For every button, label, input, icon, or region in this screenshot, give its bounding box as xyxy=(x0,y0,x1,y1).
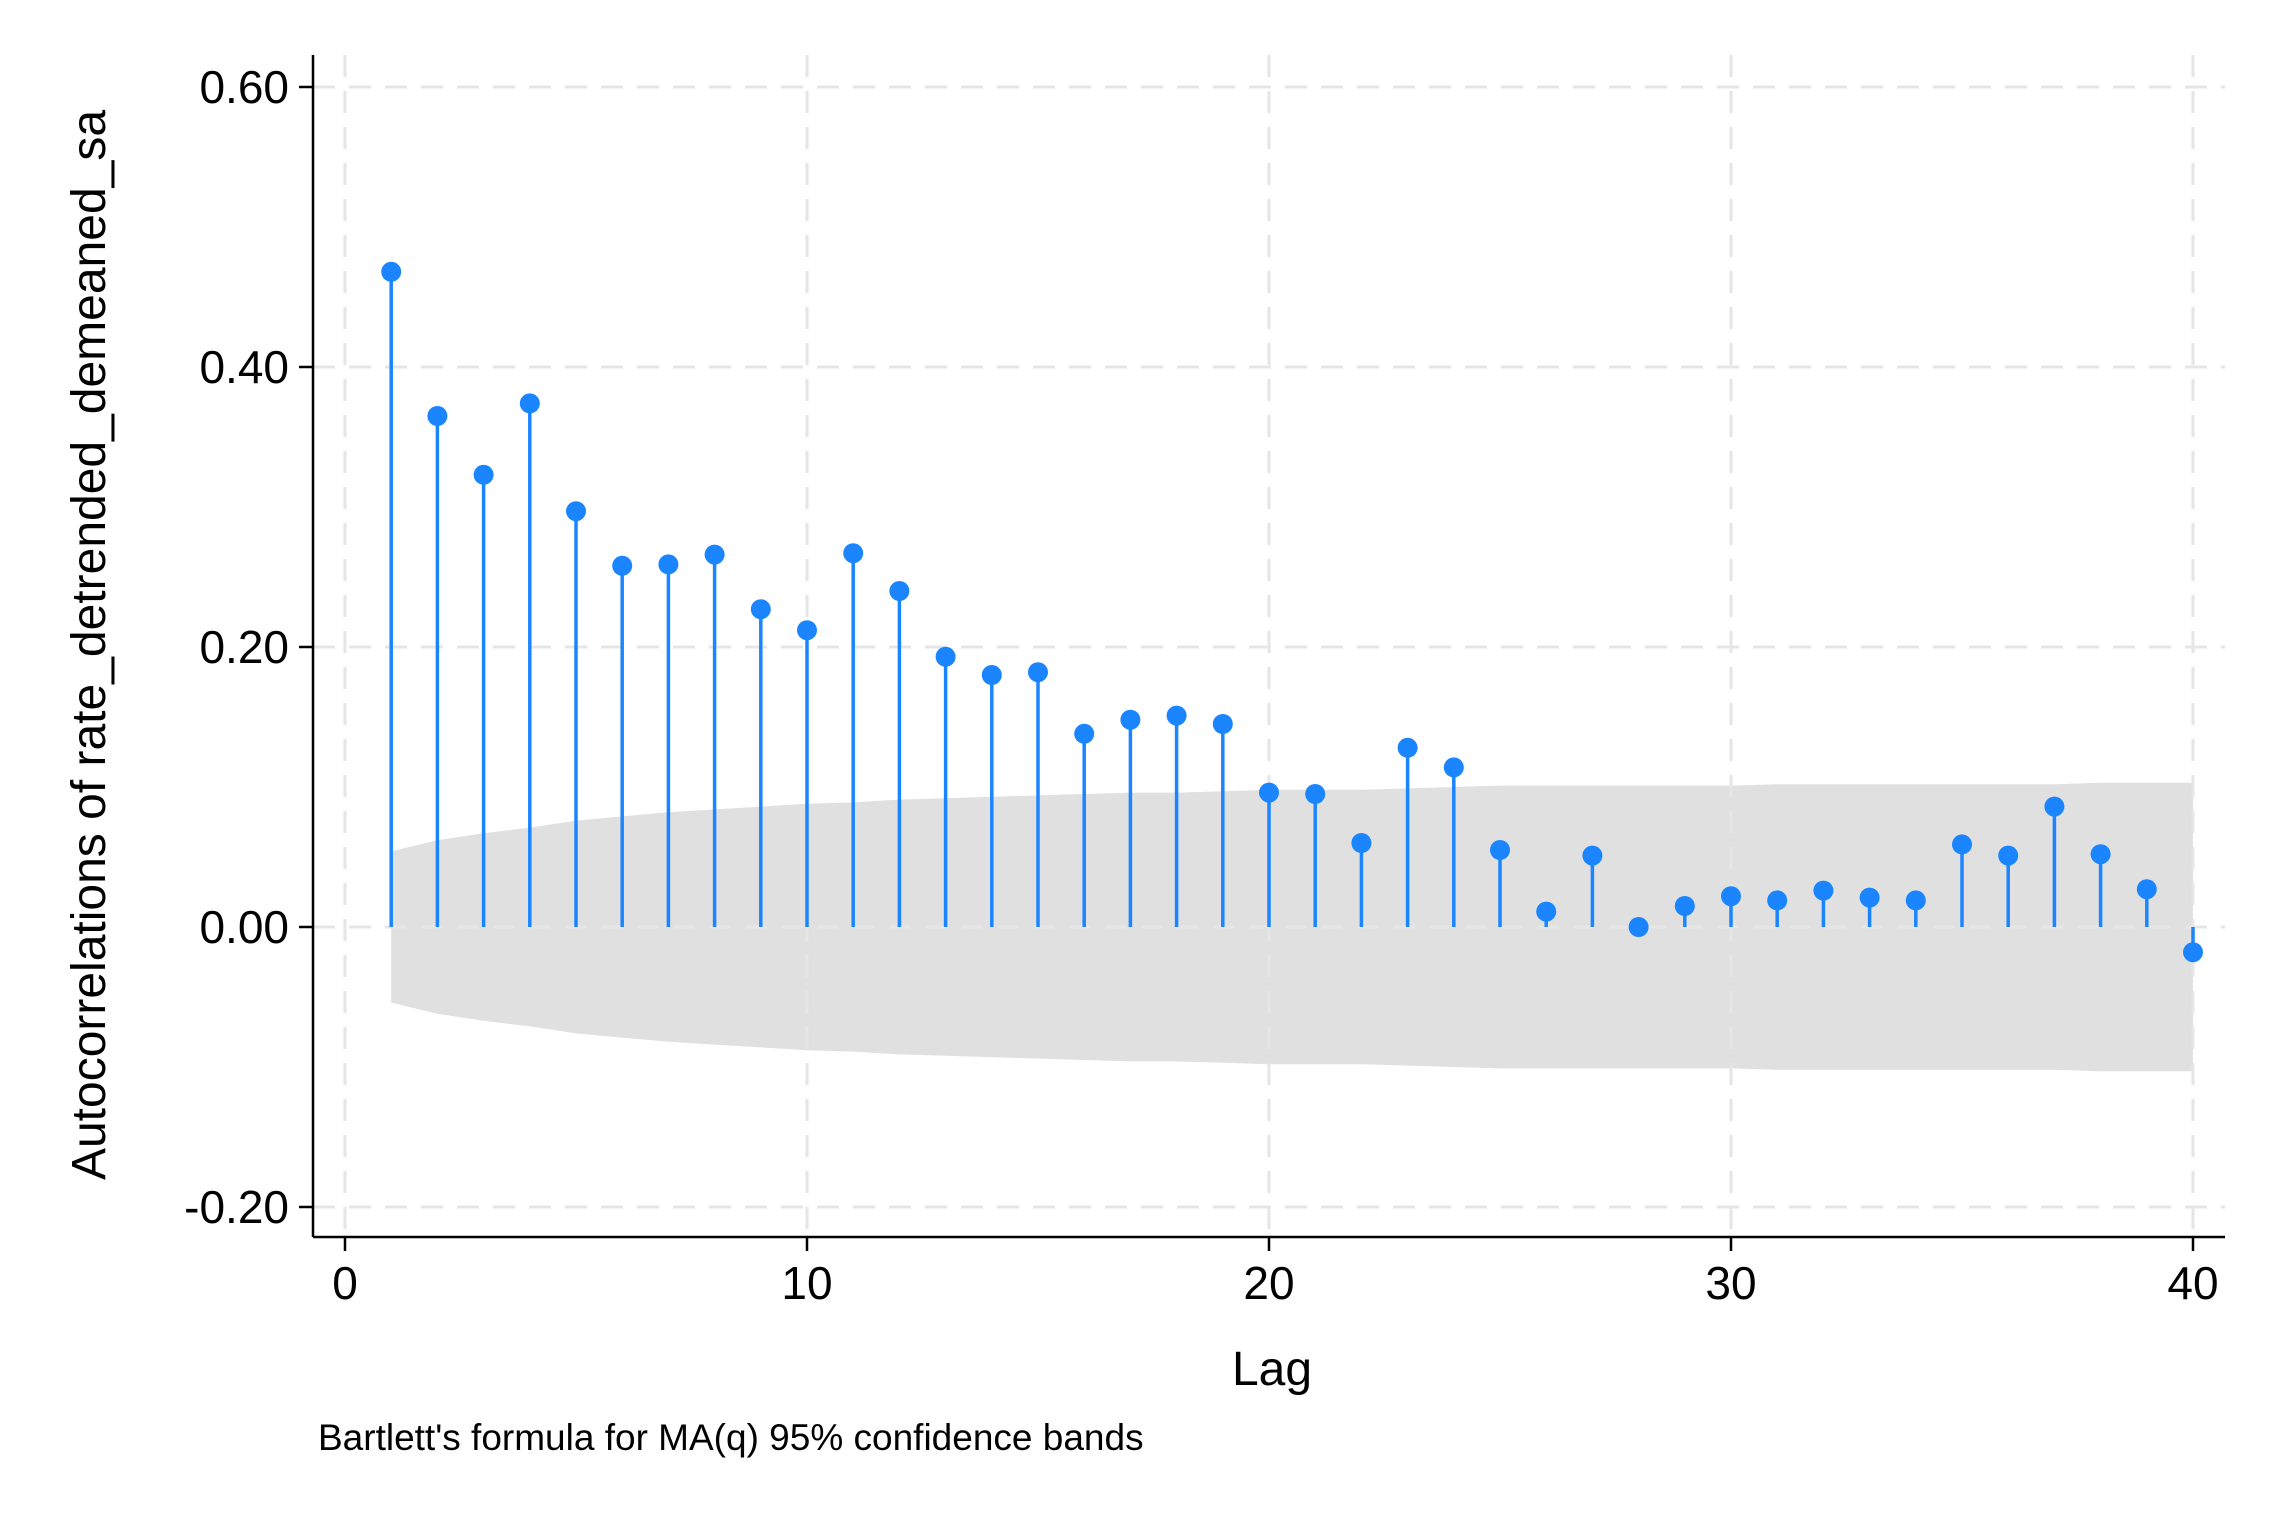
acf-point xyxy=(2090,844,2111,865)
acf-point xyxy=(1674,896,1695,916)
acf-point xyxy=(1582,845,1603,866)
acf-point xyxy=(750,599,771,620)
tick-label-layer: -0.20 0.00 0.20 0.40 0.60 0 10 20 30 40 xyxy=(184,61,2218,1309)
acf-point xyxy=(797,620,817,641)
acf-point xyxy=(1397,737,1418,758)
x-tick-label: 0 xyxy=(332,1257,358,1309)
acf-point xyxy=(935,646,956,667)
x-tick-label: 10 xyxy=(781,1257,832,1309)
chart-note: Bartlett's formula for MA(q) 95% confide… xyxy=(318,1417,1144,1458)
y-tick-label: 0.20 xyxy=(199,621,289,673)
y-tick-label: 0.00 xyxy=(199,901,289,953)
acf-point xyxy=(1813,880,1834,901)
x-tick-label: 40 xyxy=(2167,1257,2218,1309)
acf-point xyxy=(889,581,910,601)
acf-point xyxy=(1859,887,1880,908)
y-tick-label: -0.20 xyxy=(184,1181,289,1233)
acf-point xyxy=(1166,705,1187,726)
stem-layer xyxy=(381,261,2203,963)
x-axis-title: Lag xyxy=(1232,1343,1312,1396)
acf-point xyxy=(1490,840,1510,860)
acf-point xyxy=(1028,662,1048,683)
acf-point xyxy=(981,665,1002,685)
acf-point xyxy=(1259,782,1279,803)
acf-point xyxy=(1998,845,2019,866)
acf-point xyxy=(1120,709,1141,730)
acf-point xyxy=(427,406,448,426)
acf-point xyxy=(1351,833,1372,853)
acf-point xyxy=(704,544,725,565)
y-tick-label: 0.60 xyxy=(199,61,289,113)
acf-point xyxy=(519,393,540,414)
acf-point xyxy=(1952,834,1972,855)
acf-point xyxy=(1628,917,1649,937)
acf-point xyxy=(1443,757,1464,778)
x-tick-label: 20 xyxy=(1243,1257,1294,1309)
acf-point xyxy=(1721,886,1741,907)
acf-point xyxy=(1905,890,1926,911)
acf-point xyxy=(381,261,402,282)
acf-point xyxy=(2044,796,2065,817)
acf-point xyxy=(1305,784,1326,804)
acf-point xyxy=(473,464,494,485)
acf-point xyxy=(566,501,586,522)
acf-point xyxy=(1536,901,1557,922)
acf-point xyxy=(658,554,679,575)
acf-point xyxy=(1212,714,1233,734)
acf-point xyxy=(2183,942,2203,963)
acf-point xyxy=(1767,890,1788,911)
acf-point xyxy=(1074,723,1095,744)
acf-point xyxy=(612,555,633,576)
axis-layer xyxy=(299,55,2225,1251)
x-tick-label: 30 xyxy=(1705,1257,1756,1309)
acf-point xyxy=(843,543,864,564)
y-axis-title: Autocorrelations of rate_detrended_demea… xyxy=(63,110,116,1180)
y-tick-label: 0.40 xyxy=(199,341,289,393)
acf-point xyxy=(2136,879,2157,900)
